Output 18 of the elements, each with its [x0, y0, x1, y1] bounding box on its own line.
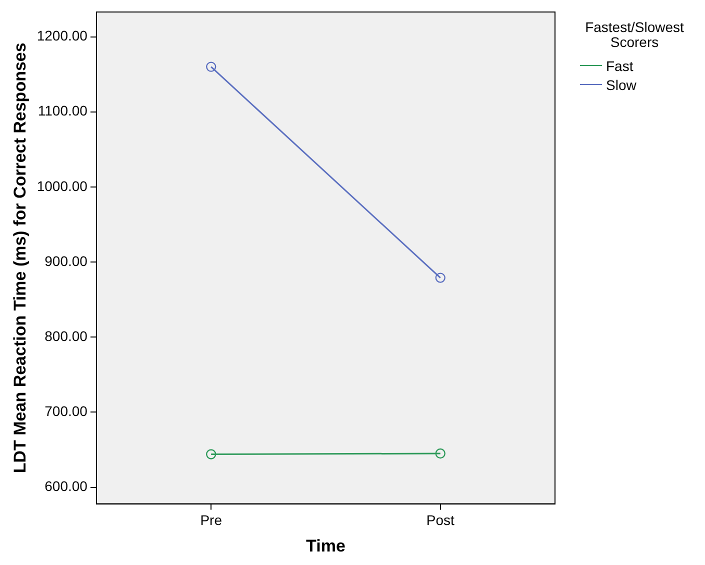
point — [206, 449, 216, 460]
y-tick-label: 800.00 — [44, 328, 88, 344]
legend-title: Fastest/Slowest Scorers — [584, 19, 685, 50]
x-axis-title: Time — [306, 536, 346, 556]
x-tick-label: Post — [426, 512, 454, 528]
y-tick-label: 600.00 — [44, 478, 88, 494]
y-tick-label: 900.00 — [44, 252, 88, 269]
y-tick-label: 1000.00 — [36, 178, 88, 194]
y-tick-label: 700.00 — [44, 403, 88, 420]
x-tick-label: Pre — [200, 512, 222, 528]
point — [435, 448, 446, 459]
y-tick-label: 1100.00 — [38, 102, 88, 119]
legend-label: Slow — [606, 76, 636, 92]
y-axis-title: LDT Mean Reaction Time (ms) for Correct Responses — [10, 42, 30, 474]
y-tick-label: 1200.00 — [36, 28, 88, 44]
point — [435, 272, 446, 283]
legend-label: Fast — [606, 58, 634, 74]
point — [206, 62, 216, 72]
